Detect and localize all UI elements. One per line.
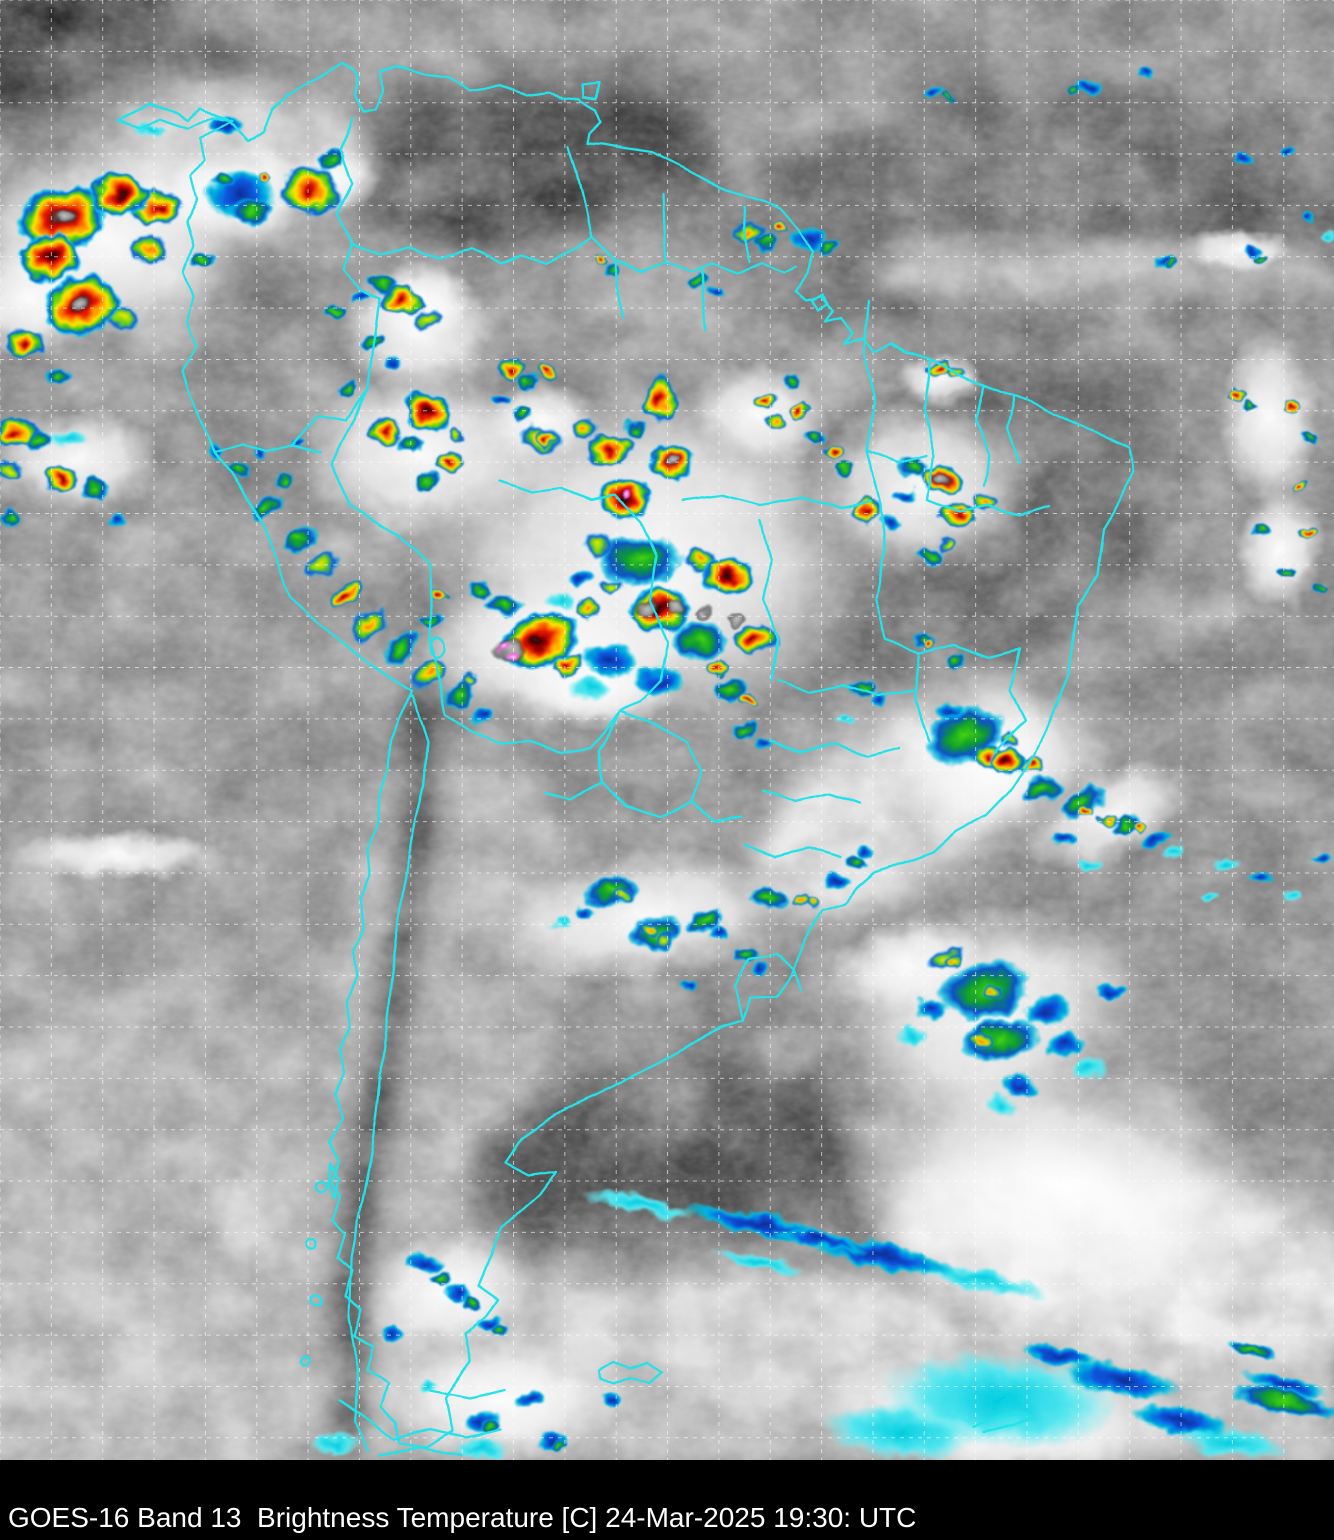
trinidad-outline bbox=[581, 82, 601, 101]
state-line-para bbox=[862, 298, 881, 502]
tierradelfuego-line1 bbox=[393, 1428, 502, 1442]
amazon-mouth-island bbox=[810, 292, 830, 312]
state-line-tocantins bbox=[873, 498, 889, 642]
map-borders-layer bbox=[115, 62, 1135, 1457]
tierradelfuego-line2 bbox=[378, 1446, 462, 1457]
state-line-piaui bbox=[974, 383, 991, 488]
border-uruguay bbox=[732, 951, 803, 1022]
state-line-bahia bbox=[885, 638, 1021, 660]
border-peru-brazil-bolivia bbox=[329, 387, 447, 716]
state-line-mid2 bbox=[926, 498, 1051, 517]
state-line-matogrosso bbox=[679, 493, 871, 510]
lake-titicaca-outline bbox=[428, 636, 446, 660]
border-chile-argentina bbox=[347, 693, 430, 1453]
coastline-path bbox=[115, 62, 1135, 1450]
border-suriname-spur bbox=[661, 193, 668, 264]
island-arc-outline bbox=[973, 1410, 1034, 1435]
border-guyana-brazil bbox=[614, 260, 625, 320]
border-paraguay bbox=[597, 710, 703, 818]
fjord-island-1 bbox=[313, 1178, 327, 1192]
fjord-island-3 bbox=[309, 1293, 323, 1307]
border-parana-river bbox=[689, 799, 743, 823]
fjord-island-2 bbox=[305, 1235, 319, 1249]
state-line-goias bbox=[759, 518, 779, 682]
fjord-island-4 bbox=[300, 1354, 312, 1366]
magellan-strait-line bbox=[338, 1398, 397, 1442]
state-line-ceara bbox=[1005, 394, 1021, 464]
satellite-scene bbox=[0, 0, 1334, 1460]
border-colombia-ecuador-peru bbox=[212, 442, 322, 454]
satellite-image bbox=[0, 0, 1334, 1460]
state-line-riograndedosul bbox=[743, 843, 842, 860]
border-paraguay-argentina bbox=[544, 779, 603, 803]
state-line-parana bbox=[768, 738, 901, 758]
caption-text: GOES-16 Band 13 Brightness Temperature [… bbox=[8, 1502, 917, 1533]
border-suriname-brazil bbox=[698, 266, 708, 332]
state-line-santacatarina bbox=[761, 788, 863, 805]
caption-bar: GOES-16 Band 13 Brightness Temperature [… bbox=[0, 1460, 1334, 1540]
border-colombia-brazil bbox=[366, 296, 382, 391]
tierradelfuego-line3 bbox=[428, 1388, 507, 1400]
border-guyana-spur bbox=[567, 144, 593, 238]
state-line-saopaulo bbox=[775, 678, 916, 698]
state-line-maranhao bbox=[923, 360, 936, 502]
border-bolivia-brazil bbox=[498, 479, 670, 714]
border-colombia-venezuela bbox=[335, 116, 382, 300]
state-line-minas-e bbox=[993, 648, 1026, 754]
border-bolivia-south bbox=[443, 710, 624, 755]
border-frenchguiana-spur bbox=[742, 205, 750, 264]
falkland-islands-outline bbox=[598, 1360, 664, 1386]
state-line-minas-w bbox=[912, 650, 931, 742]
chiloe-island bbox=[325, 1160, 339, 1200]
state-line-mid1 bbox=[865, 448, 929, 464]
border-colombia-peru bbox=[291, 387, 370, 448]
